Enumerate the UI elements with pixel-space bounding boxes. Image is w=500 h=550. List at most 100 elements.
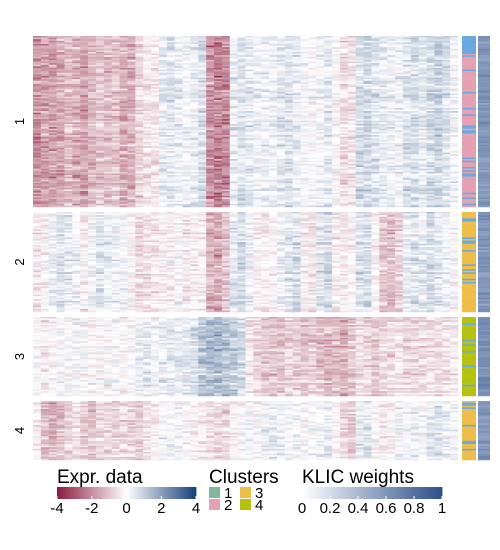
heatmap-cell: [237, 146, 246, 149]
heatmap-cell: [80, 48, 89, 51]
heatmap-cell: [245, 163, 254, 166]
heatmap-cell: [269, 136, 278, 139]
heatmap-cell: [410, 160, 419, 163]
heatmap-cell: [379, 162, 388, 165]
heatmap-cell: [434, 144, 443, 147]
heatmap-cell: [363, 123, 372, 126]
heatmap-cell: [143, 114, 152, 117]
heatmap-cell: [221, 167, 231, 169]
heatmap-cell: [339, 64, 349, 67]
heatmap-cell: [135, 48, 144, 51]
heatmap-cell: [253, 154, 262, 157]
heatmap-cell: [206, 72, 215, 75]
heatmap-cell: [206, 64, 215, 67]
heatmap-cell: [410, 139, 419, 142]
heatmap-cell: [229, 127, 238, 129]
heatmap-cell: [387, 42, 396, 45]
heatmap-cell: [198, 125, 207, 128]
heatmap-cell: [190, 59, 199, 62]
heatmap-cell: [56, 37, 65, 40]
heatmap-cell: [95, 107, 105, 110]
heatmap-cell: [276, 151, 286, 153]
heatmap-cell: [450, 48, 459, 51]
heatmap-cell: [143, 37, 152, 40]
heatmap-cell: [119, 111, 128, 113]
heatmap-cell: [158, 117, 168, 120]
heatmap-cell: [206, 74, 215, 77]
heatmap-cell: [442, 93, 451, 96]
heatmap-cell: [339, 45, 349, 48]
heatmap-cell: [158, 103, 168, 105]
heatmap-cell: [158, 179, 168, 182]
heatmap-cell: [308, 141, 317, 144]
heatmap-cell: [158, 83, 168, 86]
heatmap-cell: [434, 147, 443, 150]
heatmap-cell: [214, 114, 223, 117]
heatmap-cell: [269, 99, 278, 102]
heatmap-cell: [64, 83, 73, 86]
heatmap-cell: [434, 90, 443, 93]
heatmap-cell: [450, 168, 459, 171]
heatmap-cell: [450, 47, 459, 50]
heatmap-cell: [33, 64, 42, 67]
heatmap-cell: [56, 101, 65, 104]
heatmap-cell: [151, 173, 160, 176]
heatmap-cell: [237, 167, 246, 169]
heatmap-cell: [387, 173, 396, 176]
heatmap-cell: [332, 171, 341, 174]
heatmap-cell: [103, 85, 112, 88]
heatmap-cell: [48, 66, 57, 69]
heatmap-cell: [95, 59, 105, 62]
heatmap-cell: [48, 125, 57, 128]
heatmap-cell: [363, 55, 372, 58]
heatmap-cell: [48, 93, 57, 96]
heatmap-cell: [395, 151, 404, 153]
heatmap-cell: [158, 69, 168, 72]
heatmap-cell: [88, 127, 97, 129]
heatmap-cell: [442, 117, 451, 120]
heatmap-cell: [355, 104, 364, 107]
heatmap-cell: [40, 183, 50, 185]
heatmap-cell: [402, 63, 412, 66]
heatmap-cell: [166, 93, 175, 96]
heatmap-cell: [221, 149, 231, 152]
heatmap-cell: [450, 141, 459, 144]
heatmap-cell: [292, 64, 301, 67]
heatmap-cell: [269, 107, 278, 110]
heatmap-cell: [166, 160, 175, 163]
heatmap-cell: [190, 143, 199, 145]
heatmap-cell: [190, 77, 199, 80]
heatmap-cell: [332, 72, 341, 75]
heatmap-cell: [308, 43, 317, 46]
heatmap-cell: [119, 72, 128, 75]
heatmap-cell: [95, 131, 105, 134]
heatmap-cell: [269, 66, 278, 69]
heatmap-cell: [72, 53, 81, 56]
heatmap-cell: [95, 99, 105, 102]
heatmap-cell: [332, 147, 341, 150]
heatmap-cell: [442, 181, 451, 184]
heatmap-cell: [135, 168, 144, 171]
heatmap-cell: [174, 47, 183, 50]
heatmap-cell: [56, 96, 65, 99]
heatmap-cell: [371, 69, 380, 72]
heatmap-cell: [363, 119, 372, 121]
heatmap-cell: [80, 183, 89, 185]
heatmap-cell: [269, 179, 278, 182]
heatmap-cell: [158, 165, 168, 168]
heatmap-cell: [379, 176, 388, 179]
heatmap-cell: [64, 127, 73, 129]
heatmap-cell: [316, 149, 325, 152]
heatmap-cell: [56, 168, 65, 171]
heatmap-cell: [56, 51, 65, 54]
heatmap-cell: [402, 104, 412, 107]
heatmap-cell: [339, 160, 349, 163]
heatmap-cell: [339, 146, 349, 149]
heatmap-cell: [253, 112, 262, 115]
heatmap-cell: [237, 53, 246, 56]
heatmap-cell: [434, 139, 443, 142]
heatmap-cell: [316, 37, 325, 40]
heatmap-cell: [284, 162, 294, 165]
heatmap-cell: [284, 165, 294, 168]
heatmap-cell: [103, 98, 112, 101]
